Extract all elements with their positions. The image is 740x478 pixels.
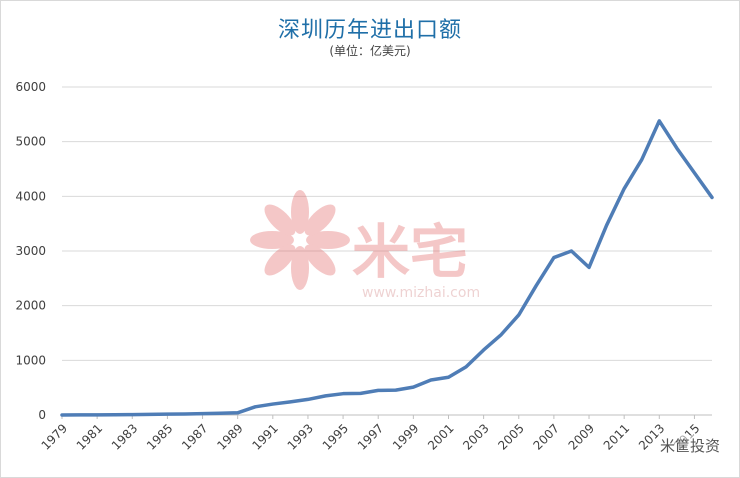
- data-point: [447, 376, 449, 378]
- x-tick-label: 1997: [355, 421, 386, 452]
- y-tick-label: 0: [38, 408, 46, 422]
- x-tick-label: 2001: [425, 421, 456, 452]
- data-point: [483, 349, 485, 351]
- y-tick-label: 5000: [15, 135, 46, 149]
- data-point: [96, 414, 98, 416]
- data-point: [342, 393, 344, 395]
- x-tick-label: 1987: [179, 421, 210, 452]
- data-point: [395, 389, 397, 391]
- data-point: [465, 366, 467, 368]
- x-tick-label: 2011: [601, 421, 632, 452]
- data-point: [131, 414, 133, 416]
- x-tick-label: 1999: [390, 421, 421, 452]
- x-tick-label: 2003: [460, 421, 491, 452]
- corner-watermark: 米筐投资: [657, 435, 722, 456]
- x-tick-label: 1995: [320, 421, 351, 452]
- data-point: [641, 159, 643, 161]
- data-point: [289, 401, 291, 403]
- data-point: [325, 395, 327, 397]
- data-point: [219, 412, 221, 414]
- data-point: [606, 224, 608, 226]
- x-tick-label: 1979: [39, 421, 70, 452]
- series-line: [60, 119, 714, 417]
- x-tick-label: 2005: [495, 421, 526, 452]
- flower-logo-icon: [250, 190, 350, 290]
- chart-subtitle: (单位：亿美元): [329, 44, 411, 58]
- data-point: [272, 403, 274, 405]
- data-point: [535, 284, 537, 286]
- x-tick-label: 1983: [109, 421, 140, 452]
- data-point: [79, 414, 81, 416]
- data-point: [518, 314, 520, 316]
- data-point: [202, 413, 204, 415]
- x-tick-label: 1993: [285, 421, 316, 452]
- data-point: [658, 120, 660, 122]
- data-point: [430, 379, 432, 381]
- data-point: [184, 413, 186, 415]
- x-tick-label: 1981: [74, 421, 105, 452]
- data-point: [237, 412, 239, 414]
- brand-watermark: 米宅 www.mizhai.com: [250, 190, 480, 301]
- x-tick-label: 2007: [531, 421, 562, 452]
- x-tick-label: 1985: [144, 421, 175, 452]
- x-axis-ticks: 1979 1981 1983 1985 1987 1989 1991 1993 1995 1997…: [39, 415, 703, 453]
- x-tick-label: 2009: [566, 421, 597, 452]
- data-point: [693, 172, 695, 174]
- series-points: [61, 120, 713, 416]
- y-tick-label: 2000: [15, 299, 46, 313]
- data-point: [166, 413, 168, 415]
- data-point: [553, 257, 555, 259]
- watermark-url: www.mizhai.com: [362, 285, 480, 301]
- y-tick-label: 3000: [15, 244, 46, 258]
- y-tick-label: 1000: [15, 353, 46, 367]
- data-point: [412, 386, 414, 388]
- x-tick-label: 1991: [249, 421, 280, 452]
- data-point: [360, 392, 362, 394]
- data-point: [500, 334, 502, 336]
- data-point: [149, 413, 151, 415]
- watermark-brand: 米宅: [352, 218, 468, 286]
- data-point: [588, 266, 590, 268]
- data-point: [711, 196, 713, 198]
- data-point: [114, 414, 116, 416]
- x-tick-label: 1989: [214, 421, 245, 452]
- y-tick-label: 6000: [15, 80, 46, 94]
- data-point: [676, 147, 678, 149]
- data-point: [570, 250, 572, 252]
- data-point: [61, 414, 63, 416]
- data-point: [377, 389, 379, 391]
- data-point: [307, 398, 309, 400]
- data-point: [254, 406, 256, 408]
- chart-title: 深圳历年进出口额: [277, 18, 462, 43]
- y-axis-ticks: 0 1000 2000 3000 4000 5000 6000: [15, 80, 46, 422]
- y-tick-label: 4000: [15, 189, 46, 203]
- data-point: [623, 188, 625, 190]
